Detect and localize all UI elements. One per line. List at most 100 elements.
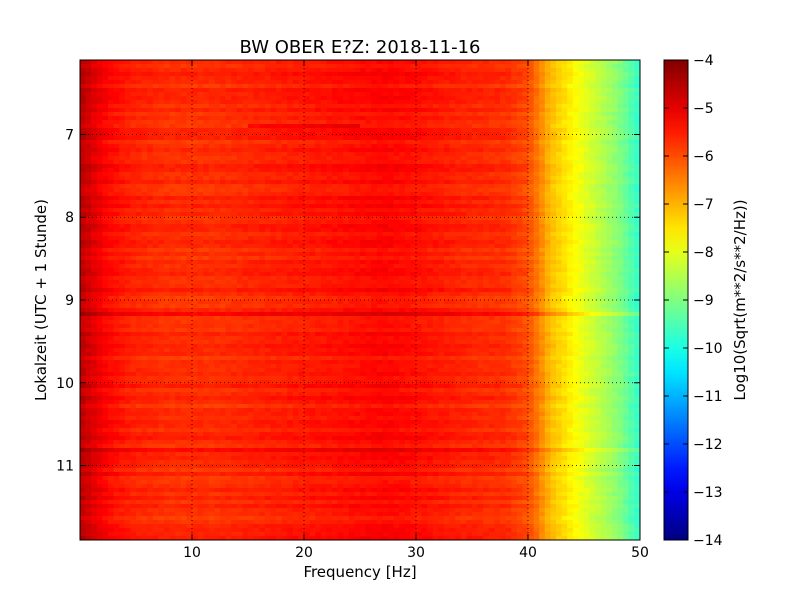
heatmap-cell (360, 128, 367, 133)
heatmap-cell (371, 100, 378, 105)
heatmap-cell (600, 88, 607, 93)
heatmap-cell (208, 136, 215, 141)
heatmap-cell (533, 236, 540, 241)
heatmap-cell (567, 192, 574, 197)
heatmap-cell (376, 252, 383, 257)
heatmap-cell (500, 80, 507, 85)
heatmap-cell (96, 124, 103, 129)
heatmap-cell (169, 112, 176, 117)
heatmap-cell (432, 252, 439, 257)
heatmap-cell (102, 228, 109, 233)
heatmap-cell (371, 116, 378, 121)
heatmap-cell (214, 124, 221, 129)
heatmap-cell (242, 72, 249, 77)
heatmap-cell (427, 60, 434, 65)
heatmap-cell (203, 236, 210, 241)
heatmap-cell (388, 208, 395, 213)
heatmap-cell (612, 112, 619, 117)
heatmap-cell (528, 196, 535, 201)
heatmap-cell (292, 96, 299, 101)
heatmap-cell (180, 148, 187, 153)
heatmap-cell (399, 156, 406, 161)
heatmap-cell (500, 168, 507, 173)
heatmap-cell (320, 160, 327, 165)
heatmap-cell (460, 140, 467, 145)
heatmap-cell (309, 188, 316, 193)
heatmap-cell (595, 100, 602, 105)
heatmap-cell (354, 104, 361, 109)
heatmap-cell (360, 196, 367, 201)
heatmap-cell (253, 104, 260, 109)
heatmap-cell (595, 172, 602, 177)
heatmap-cell (124, 144, 131, 149)
heatmap-cell (326, 108, 333, 113)
heatmap-cell (203, 252, 210, 257)
heatmap-cell (192, 220, 199, 225)
heatmap-cell (427, 212, 434, 217)
heatmap-cell (292, 136, 299, 141)
heatmap-cell (410, 208, 417, 213)
heatmap-cell (231, 184, 238, 189)
heatmap-cell (203, 180, 210, 185)
heatmap-cell (612, 236, 619, 241)
heatmap-cell (136, 144, 143, 149)
heatmap-cell (354, 132, 361, 137)
heatmap-cell (628, 116, 635, 121)
heatmap-cell (382, 60, 389, 65)
heatmap-cell (516, 156, 523, 161)
heatmap-cell (175, 128, 182, 133)
heatmap-cell (528, 76, 535, 81)
heatmap-cell (80, 84, 87, 89)
heatmap-cell (320, 172, 327, 177)
heatmap-cell (141, 224, 148, 229)
heatmap-cell (472, 140, 479, 145)
heatmap-cell (567, 216, 574, 221)
heatmap-cell (516, 244, 523, 249)
heatmap-cell (511, 220, 518, 225)
heatmap-cell (472, 160, 479, 165)
heatmap-cell (270, 148, 277, 153)
heatmap-cell (382, 84, 389, 89)
heatmap-cell (388, 140, 395, 145)
heatmap-cell (460, 172, 467, 177)
heatmap-cell (124, 160, 131, 165)
heatmap-cell (455, 128, 462, 133)
heatmap-cell (264, 88, 271, 93)
heatmap-cell (404, 256, 411, 261)
heatmap-cell (348, 76, 355, 81)
heatmap-cell (343, 116, 350, 121)
heatmap-cell (466, 220, 473, 225)
heatmap-cell (382, 160, 389, 165)
heatmap-cell (80, 60, 87, 65)
heatmap-cell (477, 252, 484, 257)
heatmap-cell (348, 64, 355, 69)
heatmap-cell (214, 136, 221, 141)
heatmap-cell (113, 208, 120, 213)
heatmap-cell (180, 152, 187, 157)
heatmap-cell (388, 156, 395, 161)
heatmap-cell (80, 184, 87, 189)
heatmap-cell (410, 188, 417, 193)
heatmap-cell (119, 224, 126, 229)
heatmap-cell (539, 228, 546, 233)
heatmap-cell (309, 256, 316, 261)
heatmap-cell (460, 152, 467, 157)
heatmap-cell (399, 168, 406, 173)
heatmap-cell (304, 172, 311, 177)
heatmap-cell (298, 188, 305, 193)
heatmap-cell (376, 148, 383, 153)
heatmap-cell (404, 148, 411, 153)
heatmap-cell (192, 100, 199, 105)
heatmap-cell (96, 252, 103, 257)
heatmap-cell (242, 100, 249, 105)
heatmap-cell (612, 248, 619, 253)
heatmap-cell (152, 108, 159, 113)
heatmap-cell (578, 160, 585, 165)
heatmap-cell (444, 92, 451, 97)
heatmap-cell (432, 68, 439, 73)
heatmap-cell (158, 172, 165, 177)
heatmap-cell (494, 216, 501, 221)
heatmap-cell (236, 132, 243, 137)
heatmap-cell (287, 136, 294, 141)
heatmap-cell (102, 188, 109, 193)
